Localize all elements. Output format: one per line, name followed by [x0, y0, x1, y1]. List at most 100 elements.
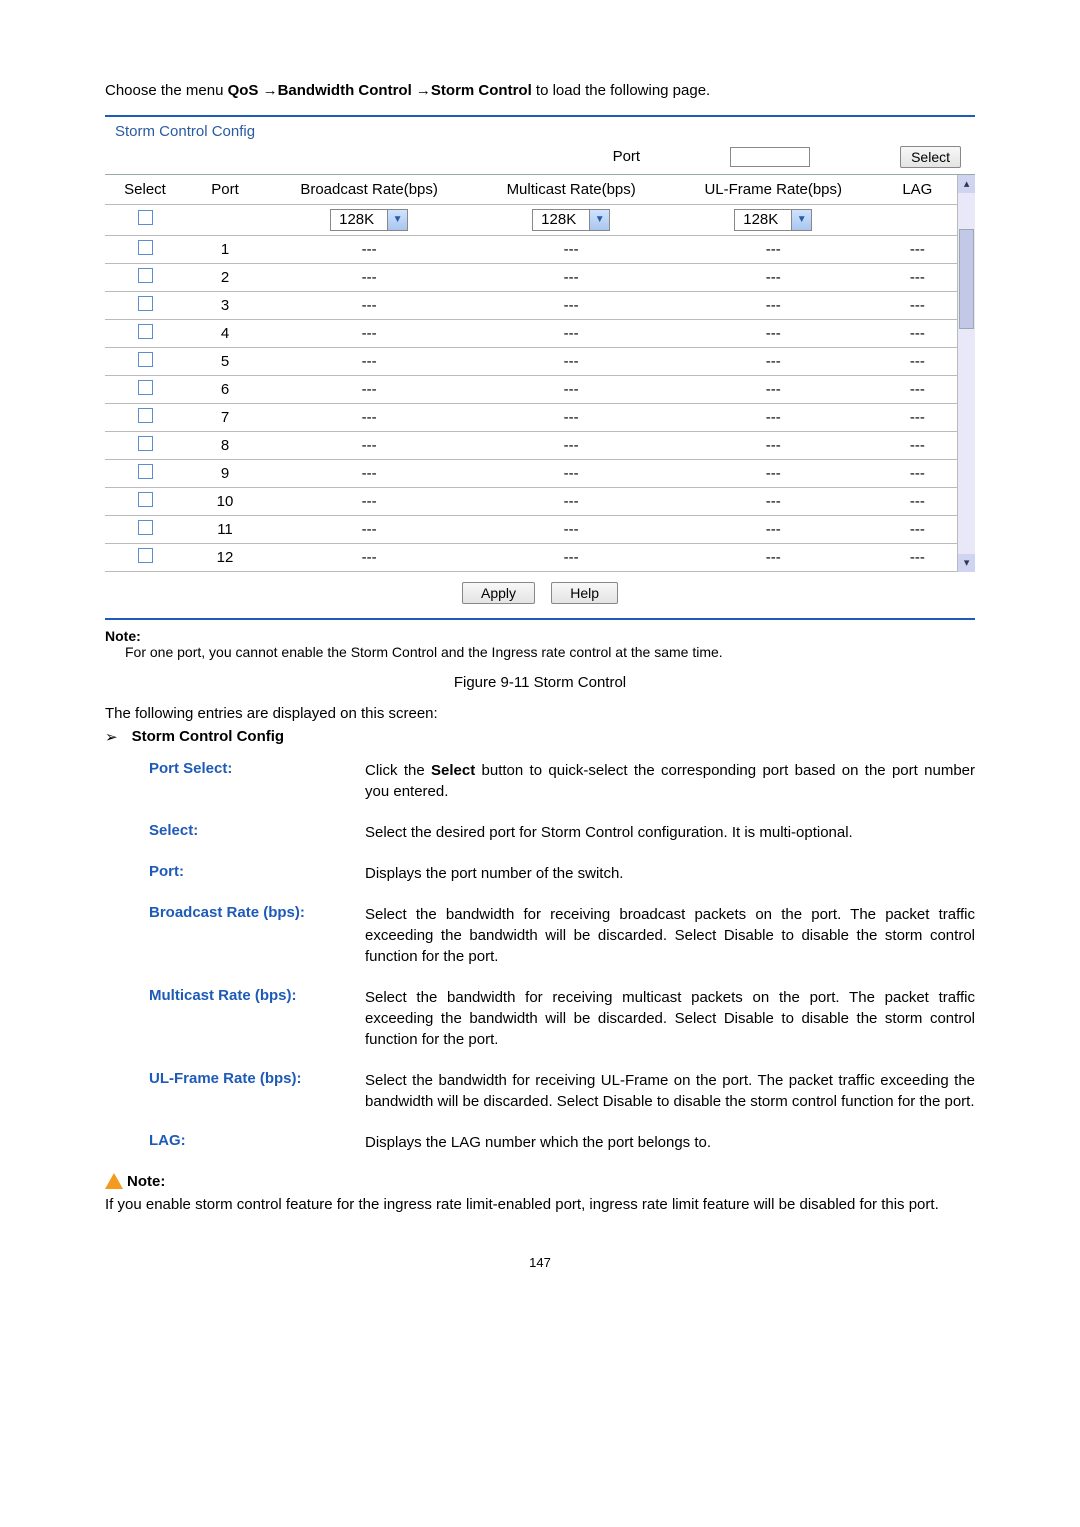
- scroll-down-icon[interactable]: ▾: [958, 554, 975, 572]
- broadcast-rate-select[interactable]: 128K▼: [330, 209, 408, 231]
- row-checkbox[interactable]: [138, 268, 153, 283]
- cell-lag: ---: [877, 431, 957, 459]
- cell-lag: ---: [877, 515, 957, 543]
- definition-row: Multicast Rate (bps):Select the bandwidt…: [149, 987, 975, 1050]
- definition-row: Select:Select the desired port for Storm…: [149, 822, 975, 843]
- row-checkbox[interactable]: [138, 240, 153, 255]
- warning-icon: [105, 1173, 123, 1189]
- cell-lag: ---: [877, 263, 957, 291]
- chevron-down-icon: ▼: [387, 210, 407, 230]
- cell-broadcast: ---: [265, 487, 473, 515]
- ports-table: Select Port Broadcast Rate(bps) Multicas…: [105, 175, 957, 572]
- ulframe-rate-select[interactable]: 128K▼: [734, 209, 812, 231]
- cell-multicast: ---: [473, 347, 669, 375]
- cell-multicast: ---: [473, 515, 669, 543]
- row-checkbox[interactable]: [138, 408, 153, 423]
- scroll-up-icon[interactable]: ▴: [958, 175, 975, 193]
- cell-lag: ---: [877, 403, 957, 431]
- cell-ulframe: ---: [669, 403, 877, 431]
- row-checkbox[interactable]: [138, 352, 153, 367]
- cell-port: 6: [185, 375, 265, 403]
- cell-port: 8: [185, 431, 265, 459]
- help-button[interactable]: Help: [551, 582, 618, 604]
- definition-row: LAG:Displays the LAG number which the po…: [149, 1132, 975, 1153]
- table-row: 2------------: [105, 263, 957, 291]
- definition-desc: Select the bandwidth for receiving UL-Fr…: [365, 1070, 975, 1112]
- breadcrumb-path3: Storm Control: [431, 82, 532, 99]
- page-number: 147: [105, 1255, 975, 1270]
- breadcrumb-prefix: Choose the menu: [105, 82, 228, 99]
- row-checkbox[interactable]: [138, 548, 153, 563]
- cell-broadcast: ---: [265, 263, 473, 291]
- cell-broadcast: ---: [265, 375, 473, 403]
- ulframe-rate-value: 128K: [735, 210, 791, 230]
- port-label: Port: [613, 148, 641, 165]
- breadcrumb-path1: QoS: [228, 82, 259, 99]
- definition-label: Broadcast Rate (bps):: [149, 904, 365, 967]
- select-button[interactable]: Select: [900, 146, 961, 168]
- cell-ulframe: ---: [669, 515, 877, 543]
- cell-broadcast: ---: [265, 459, 473, 487]
- cell-ulframe: ---: [669, 543, 877, 571]
- scroll-thumb[interactable]: [959, 229, 974, 329]
- breadcrumb-path2: Bandwidth Control: [278, 82, 412, 99]
- cell-ulframe: ---: [669, 459, 877, 487]
- table-row: 9------------: [105, 459, 957, 487]
- col-broadcast: Broadcast Rate(bps): [265, 175, 473, 205]
- cell-multicast: ---: [473, 543, 669, 571]
- intro-line: The following entries are displayed on t…: [105, 705, 975, 722]
- cell-multicast: ---: [473, 263, 669, 291]
- panel-title: Storm Control Config: [105, 117, 975, 142]
- row-checkbox[interactable]: [138, 520, 153, 535]
- definition-label: Port Select:: [149, 760, 365, 802]
- table-row: 12------------: [105, 543, 957, 571]
- table-row: 11------------: [105, 515, 957, 543]
- multicast-rate-select[interactable]: 128K▼: [532, 209, 610, 231]
- cell-multicast: ---: [473, 319, 669, 347]
- definition-row: Port:Displays the port number of the swi…: [149, 863, 975, 884]
- row-checkbox[interactable]: [138, 296, 153, 311]
- row-checkbox[interactable]: [138, 324, 153, 339]
- cell-lag: ---: [877, 375, 957, 403]
- cell-port: 11: [185, 515, 265, 543]
- table-wrap: Select Port Broadcast Rate(bps) Multicas…: [105, 175, 975, 572]
- select-all-checkbox[interactable]: [138, 210, 153, 225]
- definition-label: Multicast Rate (bps):: [149, 987, 365, 1050]
- col-ulframe: UL-Frame Rate(bps): [669, 175, 877, 205]
- cell-port: 10: [185, 487, 265, 515]
- cell-port: 9: [185, 459, 265, 487]
- cell-lag: ---: [877, 543, 957, 571]
- table-row: 7------------: [105, 403, 957, 431]
- cell-ulframe: ---: [669, 375, 877, 403]
- cell-ulframe: ---: [669, 291, 877, 319]
- row-checkbox[interactable]: [138, 492, 153, 507]
- port-input[interactable]: [730, 147, 810, 167]
- breadcrumb-arrow1: →: [258, 82, 277, 99]
- apply-button[interactable]: Apply: [462, 582, 535, 604]
- definition-desc: Select the bandwidth for receiving broad…: [365, 904, 975, 967]
- col-lag: LAG: [877, 175, 957, 205]
- definition-desc: Displays the LAG number which the port b…: [365, 1132, 975, 1153]
- cell-lag: ---: [877, 459, 957, 487]
- table-row: 1------------: [105, 235, 957, 263]
- cell-broadcast: ---: [265, 403, 473, 431]
- col-port: Port: [185, 175, 265, 205]
- port-select-row: Port Select: [105, 142, 975, 175]
- definition-row: Port Select:Click the Select button to q…: [149, 760, 975, 802]
- cell-lag: ---: [877, 235, 957, 263]
- cell-ulframe: ---: [669, 431, 877, 459]
- filter-row: 128K▼ 128K▼ 128K▼: [105, 204, 957, 235]
- cell-multicast: ---: [473, 459, 669, 487]
- warning-label: Note:: [127, 1173, 165, 1190]
- note-block: Note: For one port, you cannot enable th…: [105, 628, 975, 660]
- cell-port: 2: [185, 263, 265, 291]
- row-checkbox[interactable]: [138, 464, 153, 479]
- row-checkbox[interactable]: [138, 380, 153, 395]
- cell-port: 4: [185, 319, 265, 347]
- note-text: For one port, you cannot enable the Stor…: [105, 644, 975, 660]
- table-scrollbar[interactable]: ▴ ▾: [957, 175, 975, 572]
- cell-port: 12: [185, 543, 265, 571]
- cell-port: 1: [185, 235, 265, 263]
- row-checkbox[interactable]: [138, 436, 153, 451]
- multicast-rate-value: 128K: [533, 210, 589, 230]
